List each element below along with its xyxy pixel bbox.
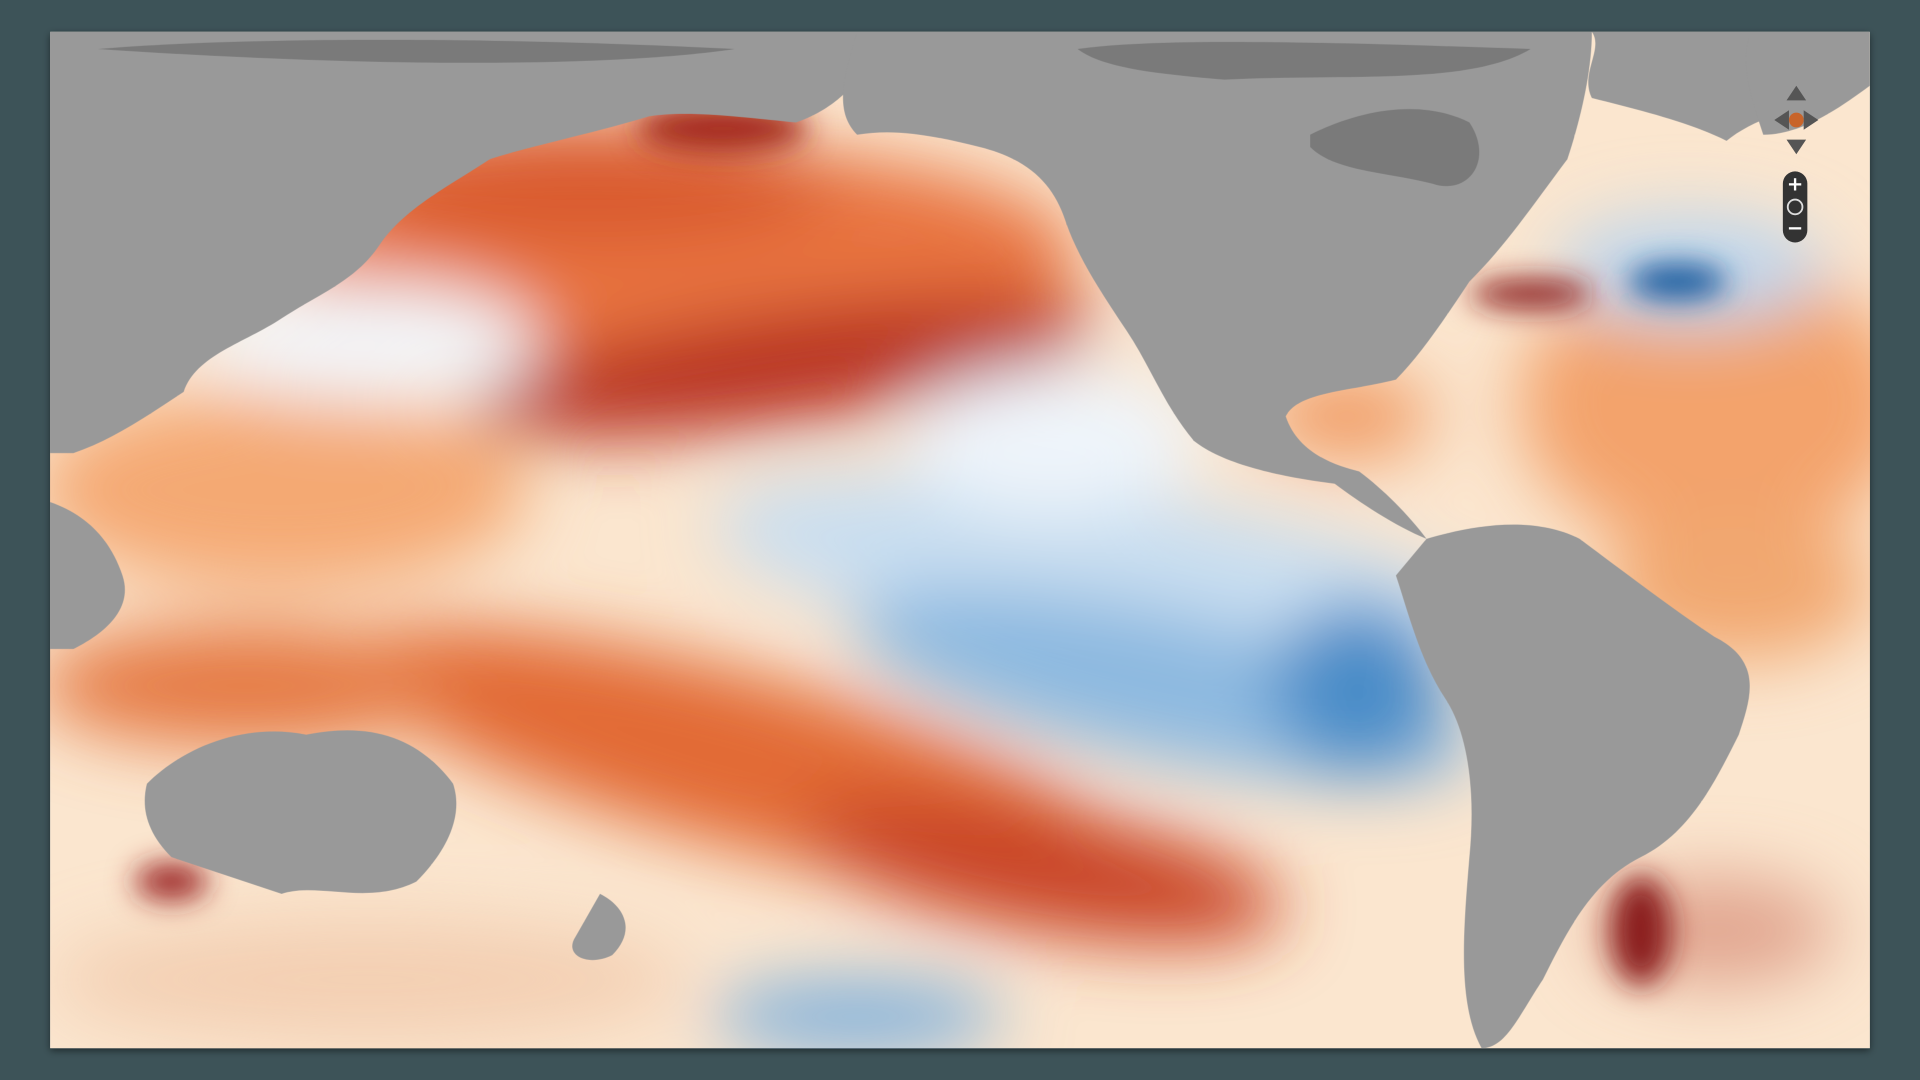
zoom-in[interactable]: + (1787, 172, 1803, 195)
pan-control[interactable] (1774, 85, 1819, 155)
zoom-bar (1782, 171, 1808, 243)
globe-icon[interactable] (1786, 198, 1804, 216)
zoom-out[interactable]: − (1787, 216, 1803, 239)
sst-anomaly-layer (50, 31, 1870, 1049)
map-controls: + − (1774, 85, 1819, 243)
